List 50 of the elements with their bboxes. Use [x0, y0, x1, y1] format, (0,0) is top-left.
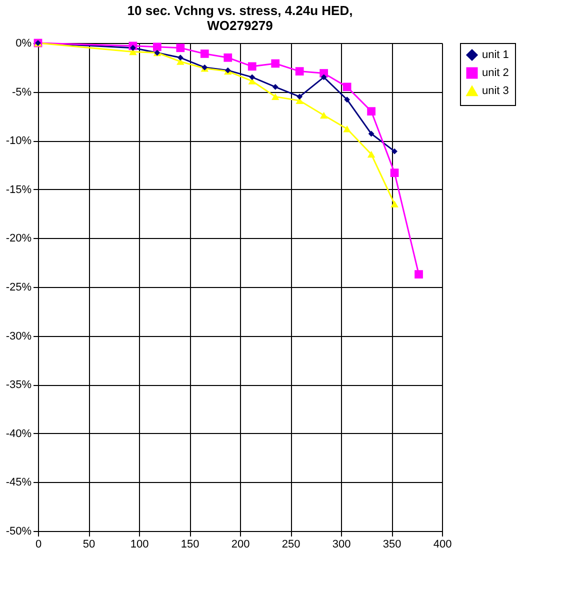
x-tick-label: 200	[231, 538, 250, 550]
point	[271, 93, 280, 100]
x-tick-label: 250	[282, 538, 300, 550]
y-tick-label: -45%	[6, 476, 32, 489]
y-tick-label: -40%	[6, 428, 32, 440]
point	[130, 44, 136, 51]
point	[248, 62, 256, 71]
point	[320, 74, 327, 80]
point	[224, 53, 232, 62]
text: 10 sec. Vchng vs. stress, 4.24u HED,	[127, 3, 353, 18]
y-tick-label: -50%	[6, 526, 32, 538]
point	[390, 168, 399, 177]
point	[176, 44, 185, 52]
point	[271, 59, 280, 68]
x-tick-label: 300	[332, 538, 351, 550]
point	[296, 94, 303, 100]
y-tick-label: -20%	[6, 232, 32, 245]
legend-label: unit 1	[482, 49, 509, 61]
point	[367, 107, 376, 116]
point	[414, 270, 423, 278]
point	[177, 54, 184, 61]
y-tick-label: -25%	[6, 282, 32, 294]
point	[272, 84, 278, 90]
x-tick-label: 400	[433, 538, 452, 550]
x-tick-label: 0	[35, 538, 42, 550]
y-tick-label: 0%	[16, 38, 32, 50]
x-tick-label: 350	[382, 538, 402, 550]
legend-label: unit 2	[482, 67, 509, 79]
y-tick-label: -35%	[6, 379, 32, 392]
y-tick-label: -30%	[6, 330, 32, 342]
point	[200, 50, 209, 58]
point	[295, 67, 304, 76]
point	[249, 74, 256, 80]
point	[152, 42, 162, 52]
legend-label: unit 3	[482, 85, 509, 97]
point	[367, 150, 376, 158]
x-tick-label: 50	[82, 538, 96, 550]
point	[344, 96, 350, 103]
point	[390, 200, 398, 208]
y-tick-label: -10%	[6, 135, 32, 148]
point	[368, 130, 374, 137]
point	[320, 112, 328, 119]
point	[392, 148, 398, 154]
y-tick-label: -15%	[6, 184, 32, 196]
x-tick-label: 150	[180, 538, 200, 550]
y-tick-label: -5%	[12, 86, 32, 98]
x-tick-label: 100	[130, 538, 149, 550]
point	[342, 82, 352, 92]
text: WO279279	[207, 18, 273, 33]
point	[343, 126, 351, 132]
